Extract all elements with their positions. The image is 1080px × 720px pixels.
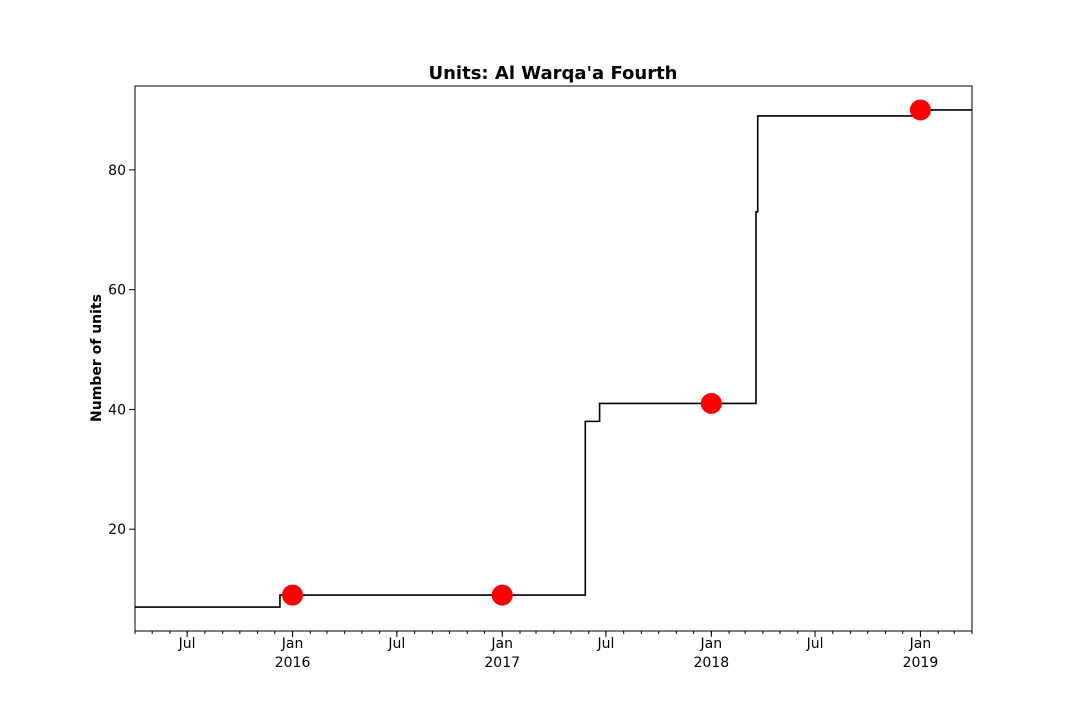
x-tick-year-label: 2018	[694, 655, 730, 671]
x-tick-label: Jul	[178, 636, 196, 652]
y-tick-label: 20	[108, 522, 126, 538]
x-tick-year-label: 2017	[484, 655, 520, 671]
data-marker	[700, 392, 722, 414]
x-tick-label: Jan	[281, 636, 304, 652]
x-tick-label: Jan	[909, 636, 932, 652]
data-marker	[909, 99, 931, 121]
y-axis-label: Number of units	[89, 294, 105, 422]
x-tick-label: Jan	[490, 636, 513, 652]
x-tick-year-label: 2016	[275, 655, 311, 671]
x-tick-label: Jul	[596, 636, 614, 652]
plot-frame	[134, 85, 973, 632]
x-tick-label: Jan	[700, 636, 723, 652]
x-tick-label: Jul	[806, 636, 824, 652]
data-marker	[282, 584, 304, 606]
x-tick-year-label: 2019	[903, 655, 939, 671]
step-line	[135, 109, 972, 608]
plot-area: Jul Jan 2016 Jul Jan 2017 Jul Jan 2018 Jul Jan 2019…	[108, 99, 973, 671]
data-marker	[491, 584, 513, 606]
x-tick-label: Jul	[387, 636, 405, 652]
y-tick-label: 40	[108, 402, 126, 418]
y-tick-label: 60	[108, 283, 126, 299]
y-tick-label: 80	[108, 163, 126, 179]
chart-title: Units: Al Warqa'a Fourth	[429, 63, 678, 84]
